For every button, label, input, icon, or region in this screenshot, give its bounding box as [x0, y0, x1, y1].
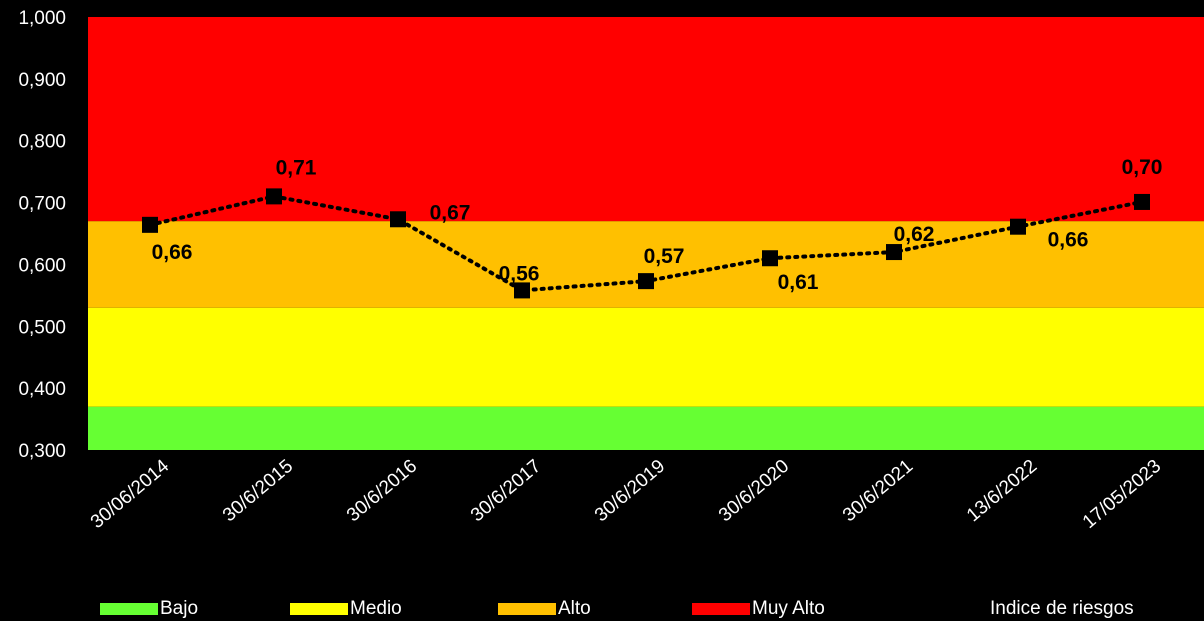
- legend-label-indice-de-riesgos: Indice de riesgos: [990, 598, 1134, 619]
- y-tick-label: 0,400: [18, 379, 66, 400]
- data-point-marker: [638, 273, 654, 290]
- legend-item-medio: Medio: [290, 597, 402, 621]
- x-axis: 30/06/2014 30/6/2015 30/6/2016 30/6/2017 30/…: [87, 455, 1165, 532]
- data-labels: 0,66 0,71 0,67 0,56 0,57 0,61 0,62 0,66 0,70: [152, 156, 1163, 294]
- y-axis: 1,000 0,900 0,800 0,700 0,600 0,500 0,400 0,300: [18, 8, 66, 462]
- y-tick-label: 0,300: [18, 441, 66, 462]
- risk-index-chart: 1,000 0,900 0,800 0,700 0,600 0,500 0,400 0,300…: [18, 8, 1204, 533]
- y-tick-label: 0,900: [18, 70, 66, 91]
- data-point-marker: [762, 250, 778, 267]
- legend-label-muy-alto: Muy Alto: [752, 598, 825, 619]
- legend-swatch-bajo: [100, 603, 158, 615]
- x-tick-label: 30/6/2019: [591, 456, 669, 526]
- legend-item-muy-alto: Muy Alto: [692, 597, 825, 621]
- legend-label-alto: Alto: [558, 598, 591, 619]
- legend-swatch-alto: [498, 603, 556, 615]
- band-bajo: [88, 406, 1204, 450]
- band-medio: [88, 307, 1204, 407]
- risk-bands: [88, 17, 1204, 450]
- series-indice-de-riesgos: [142, 188, 1150, 299]
- data-label: 0,66: [1048, 229, 1089, 252]
- x-tick-label: 30/6/2015: [219, 456, 297, 526]
- data-label: 0,66: [152, 241, 193, 264]
- data-point-marker: [886, 244, 902, 261]
- data-point-marker: [1134, 193, 1150, 210]
- x-tick-label: 30/6/2016: [343, 456, 421, 526]
- x-tick-label: 30/6/2020: [715, 456, 793, 526]
- data-point-marker: [1010, 218, 1026, 235]
- y-tick-label: 1,000: [18, 8, 66, 29]
- data-point-marker: [514, 282, 530, 299]
- y-tick-label: 0,800: [18, 132, 66, 153]
- data-label: 0,67: [430, 201, 471, 224]
- x-tick-label: 30/06/2014: [87, 455, 174, 532]
- x-tick-label: 17/05/2023: [1079, 456, 1165, 533]
- legend-item-alto: Alto: [498, 597, 591, 621]
- data-point-marker: [142, 216, 158, 233]
- legend-swatch-muy-alto: [692, 603, 750, 615]
- data-point-marker: [390, 211, 406, 228]
- y-tick-label: 0,700: [18, 194, 66, 215]
- data-label: 0,61: [778, 271, 819, 294]
- legend-swatch-medio: [290, 603, 348, 615]
- band-alto: [88, 221, 1204, 308]
- x-tick-label: 30/6/2021: [839, 456, 917, 526]
- legend-item-bajo: Bajo: [100, 597, 198, 621]
- y-tick-label: 0,500: [18, 317, 66, 338]
- data-label: 0,57: [644, 245, 685, 268]
- data-label: 0,71: [276, 156, 317, 179]
- data-point-marker: [266, 188, 282, 205]
- data-label: 0,56: [499, 262, 540, 285]
- legend-item-indice-de-riesgos: Indice de riesgos: [990, 597, 1134, 621]
- data-label: 0,70: [1122, 156, 1163, 179]
- x-tick-label: 13/6/2022: [963, 456, 1041, 526]
- data-label: 0,62: [894, 223, 935, 246]
- band-muy-alto: [88, 17, 1204, 222]
- x-tick-label: 30/6/2017: [467, 456, 545, 526]
- legend-label-bajo: Bajo: [160, 598, 199, 619]
- legend-label-medio: Medio: [350, 598, 402, 619]
- legend: Bajo Medio Alto Muy Alto Indice de riesg…: [0, 597, 1204, 621]
- y-tick-label: 0,600: [18, 255, 66, 276]
